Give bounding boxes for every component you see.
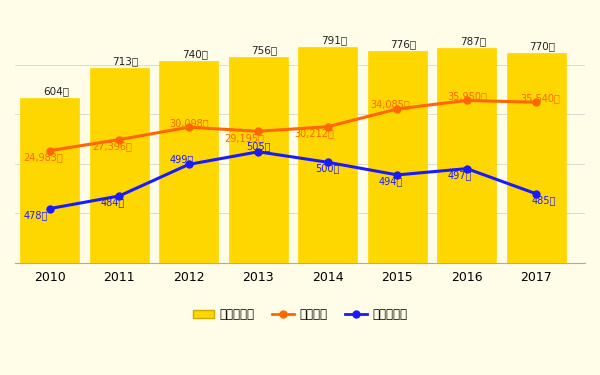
- Text: 35,540人: 35,540人: [520, 93, 560, 103]
- Text: 776社: 776社: [391, 39, 416, 49]
- Text: 500点: 500点: [316, 164, 340, 174]
- Bar: [298, 47, 358, 262]
- Text: 30,212人: 30,212人: [294, 129, 334, 139]
- Text: 740社: 740社: [182, 49, 208, 59]
- Text: 713社: 713社: [112, 56, 139, 66]
- Text: 485点: 485点: [531, 195, 556, 205]
- Text: 756社: 756社: [251, 45, 277, 55]
- Text: 24,983人: 24,983人: [23, 153, 62, 162]
- Text: 30,098人: 30,098人: [169, 118, 209, 128]
- Text: 505点: 505点: [246, 141, 271, 152]
- Bar: [437, 48, 496, 262]
- Text: 499点: 499点: [170, 154, 194, 164]
- Bar: [20, 98, 79, 262]
- Text: 27,396人: 27,396人: [92, 141, 132, 152]
- Bar: [368, 51, 427, 262]
- Bar: [159, 61, 218, 262]
- Bar: [229, 57, 288, 262]
- Text: 770社: 770社: [529, 41, 556, 51]
- Text: 494点: 494点: [378, 176, 403, 186]
- Text: 35,950人: 35,950人: [447, 91, 487, 101]
- Text: 497点: 497点: [448, 170, 472, 180]
- Legend: 実施企業数, 受験者数, 平均スコア: 実施企業数, 受験者数, 平均スコア: [188, 303, 412, 326]
- Bar: [507, 53, 566, 262]
- Text: 484点: 484点: [100, 197, 124, 207]
- Text: 604社: 604社: [43, 86, 69, 96]
- Text: 791社: 791社: [321, 35, 347, 45]
- Text: 478点: 478点: [23, 210, 48, 220]
- Text: 787社: 787社: [460, 36, 486, 46]
- Bar: [90, 68, 149, 262]
- Text: 29,195人: 29,195人: [224, 133, 265, 143]
- Text: 34,085人: 34,085人: [370, 99, 410, 109]
